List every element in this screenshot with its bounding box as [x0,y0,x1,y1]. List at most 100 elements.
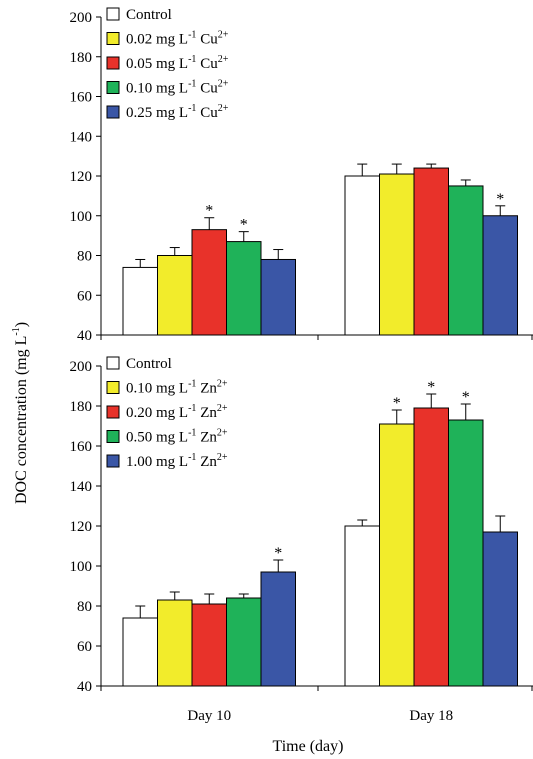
legend-label-superscript: -1 [188,54,196,65]
zn-bar [379,423,415,687]
zn-bar [344,525,380,687]
zn-legend-label: 1.00 mg L-1 Zn2+ [126,452,228,470]
legend-label-text: 0.10 mg L [126,81,188,97]
zn-legend-label: 0.10 mg L-1 Zn2+ [126,379,228,397]
cu-bar [122,266,158,336]
legend-label-element: Zn [196,430,217,446]
cu-significance-marker: * [496,191,504,208]
cu-legend-swatch [106,7,120,21]
cu-legend-label: 0.25 mg L-1 Cu2+ [126,103,229,121]
zn-panel: 40 60 80 100 120 140 160 180 200 * * * * Control 0.10 … [70,356,533,724]
legend-label-element: Cu [196,56,218,72]
zn-bar [122,617,158,687]
zn-legend-swatch [106,454,120,468]
cu-y-tick-label: 80 [77,249,92,265]
zn-significance-marker: * [274,545,282,562]
zn-legend-swatch [106,356,120,370]
cu-significance-marker: * [205,203,213,220]
cu-significance-marker: * [240,217,248,234]
x-axis-title: Time (day) [273,738,344,755]
legend-label-text: 0.20 mg L [126,405,188,421]
y-axis-title-main: DOC concentration (mg L [13,336,30,504]
legend-label-text: Control [126,7,172,23]
cu-legend-label: Control [126,7,172,23]
cu-bar [482,215,518,336]
legend-label-superscript: 2+ [218,79,229,90]
zn-y-tick-label: 160 [70,439,93,455]
legend-label-element: Zn [196,381,217,397]
cu-y-tick-label: 60 [77,288,92,304]
zn-y-tick-label: 120 [70,519,93,535]
cu-bar [413,167,449,336]
zn-bar [226,597,262,687]
legend-label-superscript: -1 [188,428,196,439]
cu-legend-label: 0.10 mg L-1 Cu2+ [126,79,229,97]
cu-bar [226,241,262,336]
zn-bar [191,603,227,687]
legend-label-superscript: -1 [188,452,196,463]
legend-label-text: 1.00 mg L [126,454,188,470]
cu-bar [448,185,484,336]
zn-y-tick-label: 40 [77,679,92,695]
zn-legend-swatch [106,381,120,394]
cu-legend-label: 0.02 mg L-1 Cu2+ [126,30,229,48]
cu-bar [379,173,415,336]
cu-y-tick-label: 160 [70,90,93,106]
x-category-label: Day 18 [409,708,453,724]
legend-label-element: Cu [196,81,218,97]
cu-bar [344,175,380,336]
legend-label-superscript: 2+ [218,30,229,41]
cu-legend-swatch [106,105,120,119]
legend-label-superscript: -1 [188,403,196,414]
zn-y-tick-label: 100 [70,559,93,575]
y-axis-title: DOC concentration (mg L-1) [11,322,30,504]
zn-legend-swatch [106,430,120,443]
zn-bar [413,407,449,687]
cu-y-tick-label: 100 [70,209,93,225]
y-axis-title-tail: ) [13,322,30,327]
cu-legend-swatch [106,81,120,94]
y-axis-title-sup: -1 [11,327,22,335]
legend-label-superscript: -1 [188,103,196,114]
legend-label-superscript: 2+ [218,54,229,65]
cu-y-tick-label: 180 [70,50,93,66]
zn-y-tick-label: 200 [70,359,93,375]
legend-label-superscript: -1 [188,379,196,390]
zn-bar [157,599,193,687]
zn-bar [482,531,518,687]
zn-legend-label: 0.20 mg L-1 Zn2+ [126,403,228,421]
cu-y-tick-label: 40 [77,328,92,344]
legend-label-superscript: 2+ [218,103,229,114]
cu-bar [260,258,296,336]
legend-label-element: Cu [196,105,218,121]
legend-label-superscript: 2+ [217,452,228,463]
zn-y-tick-label: 80 [77,599,92,615]
cu-y-tick-label: 200 [70,10,93,26]
zn-y-tick-label: 60 [77,639,92,655]
legend-label-element: Zn [196,454,217,470]
cu-legend-label: 0.05 mg L-1 Cu2+ [126,54,229,72]
legend-label-element: Zn [196,405,217,421]
chart-panels: 40 60 80 100 120 140 160 180 200 * * * Control 0.02 m… [70,7,533,724]
cu-legend-swatch [106,32,120,45]
legend-label-element: Cu [196,32,218,48]
legend-label-text: Control [126,356,172,372]
legend-label-superscript: -1 [188,30,196,41]
zn-significance-marker: * [393,395,401,412]
cu-bar [157,255,193,336]
x-category-label: Day 10 [187,708,231,724]
zn-y-tick-label: 140 [70,479,93,495]
legend-label-superscript: 2+ [217,428,228,439]
zn-bar [260,571,296,687]
cu-bar [191,229,227,336]
cu-panel: 40 60 80 100 120 140 160 180 200 * * * Control 0.02 m… [70,7,533,344]
legend-label-text: 0.10 mg L [126,381,188,397]
zn-y-tick-label: 180 [70,399,93,415]
legend-label-text: 0.50 mg L [126,430,188,446]
zn-legend-label: Control [126,356,172,372]
zn-significance-marker: * [462,389,470,406]
zn-bar [448,419,484,687]
legend-label-text: 0.05 mg L [126,56,188,72]
cu-legend-swatch [106,56,120,70]
legend-label-superscript: -1 [188,79,196,90]
